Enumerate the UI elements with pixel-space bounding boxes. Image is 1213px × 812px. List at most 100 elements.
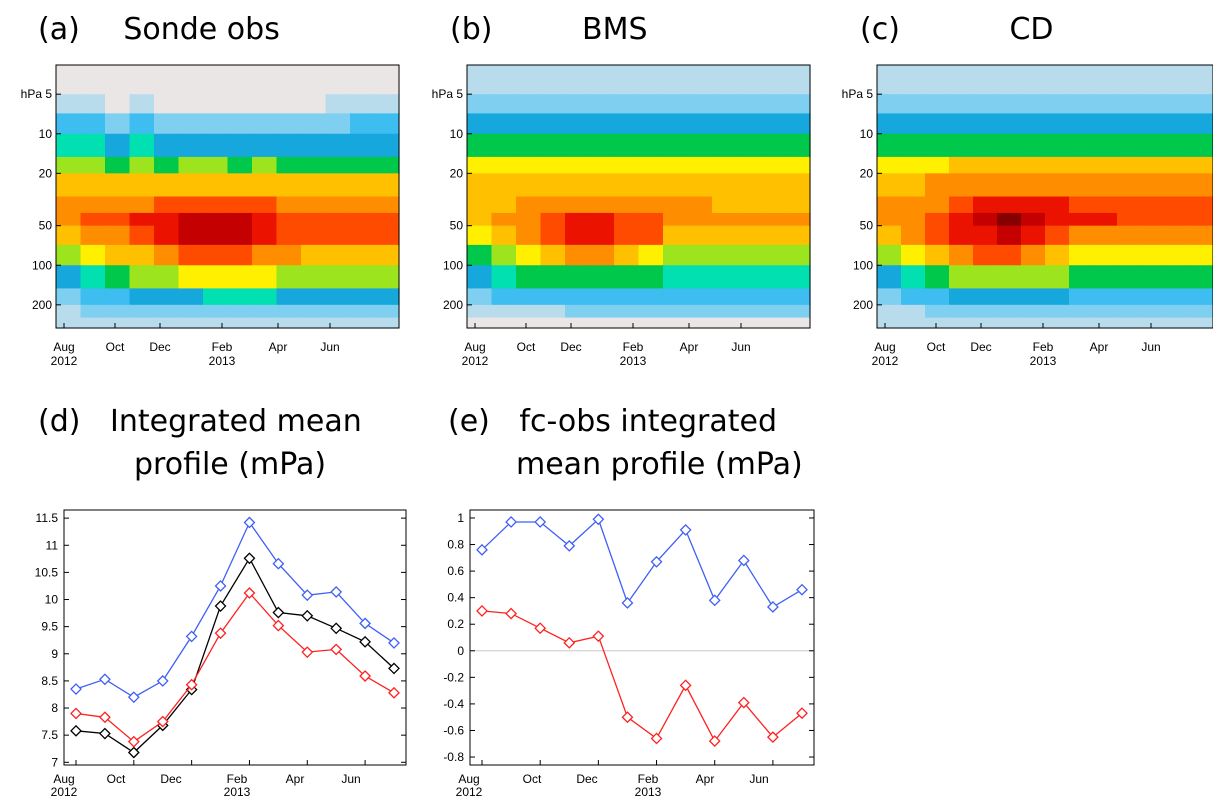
heatmap-cell	[374, 288, 400, 306]
heatmap-cell	[925, 65, 950, 95]
data-point	[621, 597, 634, 609]
data-point	[388, 662, 400, 675]
heatmap-cell	[491, 156, 517, 174]
heatmap-cell	[1093, 317, 1118, 329]
heatmap-cell	[638, 133, 664, 158]
heatmap-cell	[1189, 113, 1213, 135]
x-tick-label: Feb	[638, 772, 659, 786]
heatmap-cell	[1093, 133, 1118, 158]
heatmap-cell	[203, 156, 229, 174]
x-tick-label: Oct	[106, 340, 125, 354]
heatmap-cell	[516, 225, 542, 246]
heatmap-cell	[129, 156, 155, 174]
heatmap-cell	[1141, 94, 1166, 114]
heatmap-cell	[56, 133, 82, 158]
heatmap-cell	[1021, 212, 1046, 227]
heatmap-cell	[325, 244, 351, 266]
heatmap-cell	[761, 304, 787, 319]
heatmap-cell	[1021, 156, 1046, 174]
heatmap-cell	[154, 156, 180, 174]
heatmap-cell	[56, 173, 82, 198]
heatmap-cell	[614, 317, 640, 329]
heatmap-cell	[687, 265, 713, 290]
y-tick-label: 200	[32, 298, 52, 312]
heatmap-cell	[614, 156, 640, 174]
x-tick-label: Apr	[696, 772, 715, 786]
heatmap-cell	[1045, 212, 1070, 227]
x-tick-label: Dec	[576, 772, 597, 786]
heatmap-cell	[80, 65, 106, 95]
heatmap-cell	[1165, 288, 1190, 306]
y-tick-label: 10	[860, 127, 874, 141]
heatmap-cell	[736, 173, 762, 198]
data-point	[243, 552, 256, 565]
y-tick-label: -0.6	[443, 723, 464, 737]
heatmap-cell	[1069, 265, 1094, 290]
data-point	[359, 670, 372, 682]
heatmap-cell	[516, 265, 542, 290]
heatmap-cell	[687, 196, 713, 214]
heatmap-cell	[1093, 156, 1118, 174]
heatmap-cell	[638, 265, 664, 290]
heatmap-cell	[154, 65, 180, 95]
heatmap-cell	[687, 244, 713, 266]
y-tick-label: 11	[46, 538, 59, 552]
data-point	[98, 727, 111, 740]
heatmap-cell	[614, 304, 640, 319]
heatmap-cell	[1045, 156, 1070, 174]
heatmap-cell	[178, 173, 204, 198]
heatmap-cell	[276, 212, 302, 227]
heatmap-cell	[374, 244, 400, 266]
heatmap-cell	[540, 317, 566, 329]
y-tick-label: 20	[39, 166, 53, 180]
heatmap-cell	[350, 304, 376, 319]
heatmap-cell	[301, 94, 327, 114]
heatmap-cell	[638, 244, 664, 266]
heatmap-cell	[178, 65, 204, 95]
heatmap-cell	[1165, 317, 1190, 329]
heatmap-cell	[973, 225, 998, 246]
heatmap-cell	[1117, 173, 1142, 198]
heatmap-cell	[997, 304, 1022, 319]
heatmap-cell	[761, 265, 787, 290]
heatmap-cell	[761, 196, 787, 214]
heatmap-cell	[301, 156, 327, 174]
heatmap-cell	[56, 288, 82, 306]
heatmap-cell	[105, 196, 131, 214]
heatmap-cell	[276, 196, 302, 214]
data-point	[621, 711, 634, 724]
heatmap-cell	[467, 225, 493, 246]
heatmap-cell	[325, 133, 351, 158]
heatmap-cell	[663, 173, 689, 198]
heatmap-cell	[491, 225, 517, 246]
heatmap-cell	[785, 196, 811, 214]
y-tick-label: 0.2	[447, 617, 464, 631]
heatmap-cell	[1141, 244, 1166, 266]
heatmap-cell	[785, 288, 811, 306]
heatmap-cell	[540, 265, 566, 290]
data-point	[70, 707, 82, 720]
heatmap-cell	[203, 65, 229, 95]
plot-frame	[469, 509, 815, 766]
heatmap-cell	[203, 317, 229, 329]
heatmap-cell	[540, 244, 566, 266]
data-point	[708, 735, 721, 748]
x-tick-label: Dec	[149, 340, 170, 354]
y-tick-label: 50	[860, 219, 874, 233]
data-point	[301, 609, 314, 622]
data-point	[330, 586, 343, 598]
heatmap-cell	[1117, 265, 1142, 290]
heatmap-cell	[516, 113, 542, 135]
heatmap-cell	[925, 94, 950, 114]
heatmap-cell	[614, 288, 640, 306]
y-tick-label: 200	[443, 298, 463, 312]
heatmap-cell	[712, 65, 738, 95]
y-tick-label: 50	[450, 219, 464, 233]
heatmap-cell	[129, 288, 155, 306]
heatmap-cell	[227, 304, 253, 319]
heatmap-cell	[178, 94, 204, 114]
heatmap-cell	[154, 304, 180, 319]
heatmap-cell	[491, 317, 517, 329]
heatmap-cell	[350, 225, 376, 246]
heatmap-cell	[252, 173, 278, 198]
